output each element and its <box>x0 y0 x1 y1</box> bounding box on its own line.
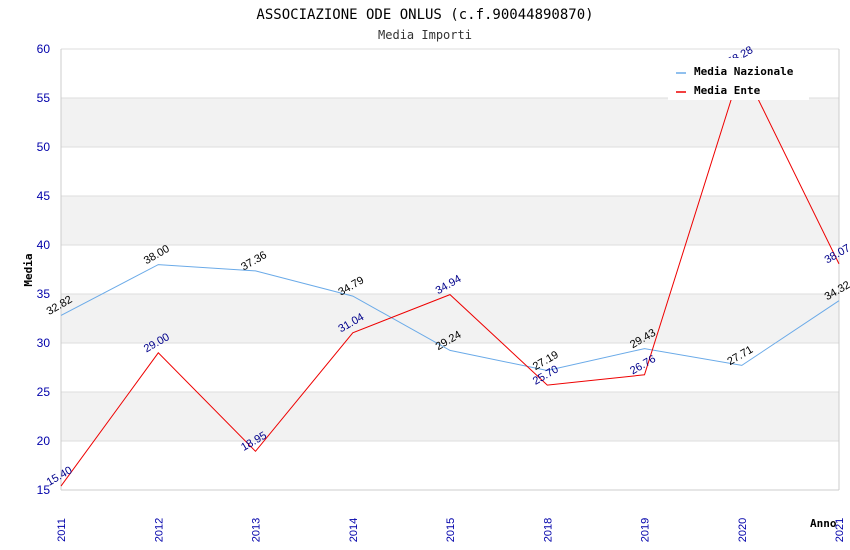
y-tick-label: 40 <box>37 238 51 252</box>
background-band <box>61 343 839 392</box>
background-band <box>61 441 839 490</box>
x-tick-label: 2015 <box>445 518 457 542</box>
background-band <box>61 98 839 147</box>
x-tick-label: 2013 <box>251 518 263 542</box>
y-tick-label: 45 <box>37 189 51 203</box>
y-tick-label: 25 <box>37 385 51 399</box>
grid-lines <box>60 48 840 491</box>
y-tick-label: 50 <box>37 140 51 154</box>
y-tick-label: 60 <box>37 42 51 56</box>
legend-box <box>668 58 809 100</box>
background-band <box>61 294 839 343</box>
legend-label-media-nazionale: Media Nazionale <box>694 65 794 78</box>
y-axis-label: Media <box>22 253 35 286</box>
x-tick-label: 2019 <box>640 518 652 542</box>
y-tick-label: 35 <box>37 287 51 301</box>
x-tick-label: 2014 <box>348 518 360 542</box>
x-tick-label: 2011 <box>56 518 68 542</box>
y-tick-label: 55 <box>37 91 51 105</box>
series-lines <box>60 64 840 487</box>
background-bands <box>61 49 839 490</box>
chart-title: ASSOCIAZIONE ODE ONLUS (c.f.90044890870) <box>256 7 593 23</box>
x-tick-label: 2012 <box>153 518 165 542</box>
chart-subtitle: Media Importi <box>378 28 472 42</box>
y-tick-label: 20 <box>37 434 51 448</box>
y-tick-label: 15 <box>37 483 51 497</box>
x-axis-ticks: 2011 2012 2013 2014 2015 2018 2019 2020 2021 <box>56 518 846 542</box>
legend-label-media-ente: Media Ente <box>694 84 761 97</box>
legend: Media Nazionale Media Ente <box>668 58 809 100</box>
series-line-media-nazionale <box>60 264 840 372</box>
background-band <box>61 392 839 441</box>
background-band <box>61 196 839 245</box>
y-tick-label: 30 <box>37 336 51 350</box>
x-tick-label: 2020 <box>737 518 749 542</box>
y-axis-ticks: 15 20 25 30 35 40 45 50 55 60 <box>37 42 51 497</box>
series-line-media-ente <box>60 64 840 487</box>
background-band <box>61 245 839 294</box>
background-band <box>61 147 839 196</box>
x-axis-label: Anno <box>810 517 837 530</box>
x-tick-label: 2021 <box>834 518 846 542</box>
x-tick-label: 2018 <box>542 518 554 542</box>
